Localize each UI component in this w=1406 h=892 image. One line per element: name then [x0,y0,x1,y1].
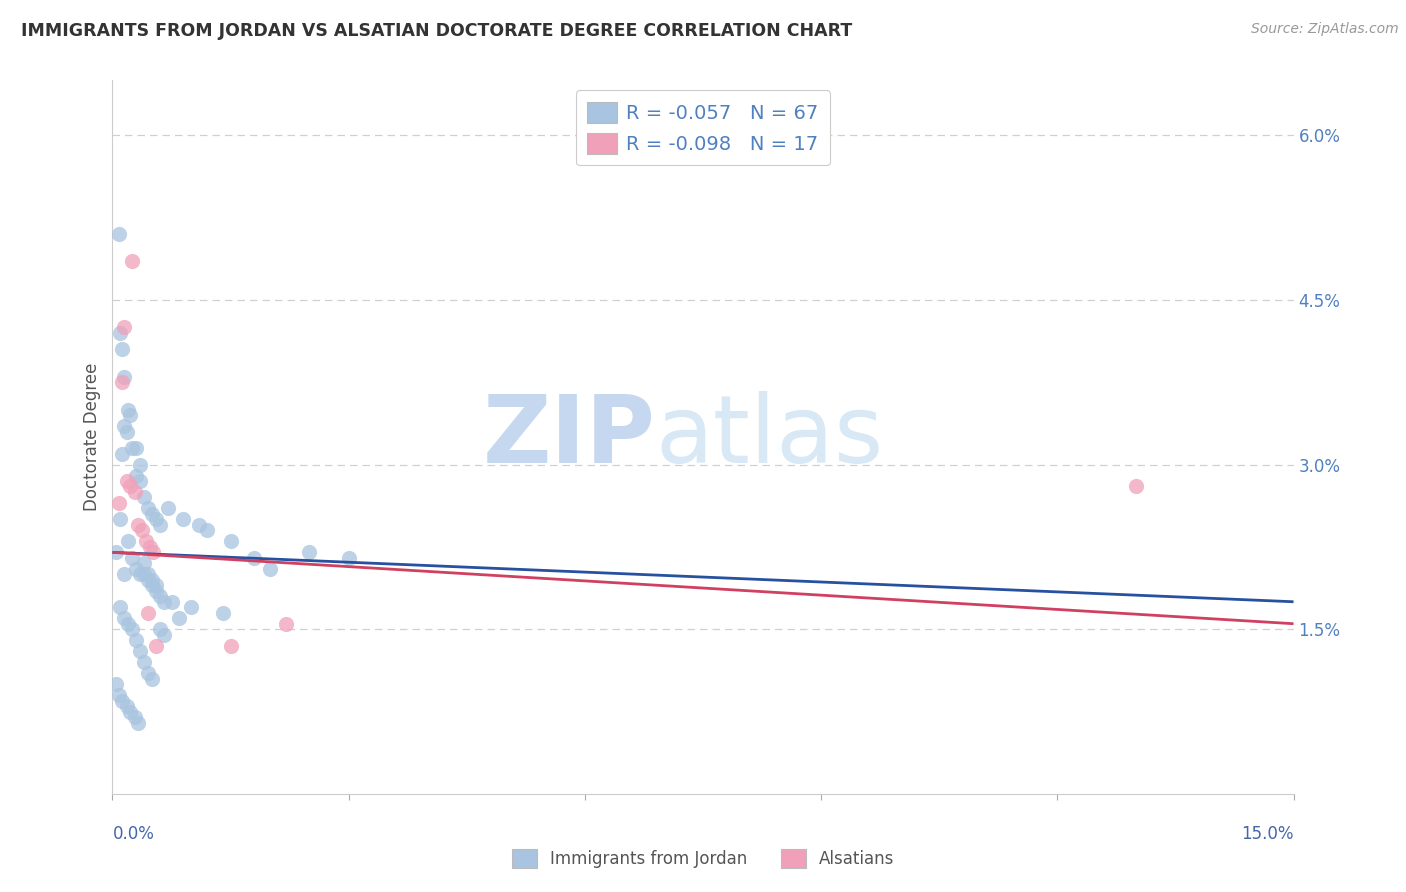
Point [160,595,183,609]
Point [169,611,191,625]
Text: atlas: atlas [655,391,884,483]
Point [136,573,159,587]
Point [149,517,172,532]
Point [136,501,159,516]
Point [156,501,179,516]
Point [125,633,148,648]
Point [145,512,167,526]
Point [110,600,132,615]
Point [118,408,141,422]
Point [132,557,155,571]
Point [136,567,159,582]
Point [219,534,242,549]
Point [121,622,143,636]
Point [259,562,281,576]
Point [112,320,135,334]
Point [110,326,132,340]
Point [110,512,132,526]
Point [243,550,266,565]
Point [152,595,174,609]
Legend: Immigrants from Jordan, Alsatians: Immigrants from Jordan, Alsatians [505,843,901,875]
Point [141,672,163,686]
Text: 0.0%: 0.0% [112,825,155,843]
Point [124,485,146,500]
Point [136,666,159,681]
Point [337,550,360,565]
Point [211,606,233,620]
Point [149,589,172,603]
Point [107,688,129,702]
Point [117,616,139,631]
Point [141,507,163,521]
Point [188,517,211,532]
Text: Source: ZipAtlas.com: Source: ZipAtlas.com [1251,22,1399,37]
Point [111,446,134,460]
Point [115,425,138,439]
Point [121,550,143,565]
Point [124,710,146,724]
Point [195,524,218,538]
Text: IMMIGRANTS FROM JORDAN VS ALSATIAN DOCTORATE DEGREE CORRELATION CHART: IMMIGRANTS FROM JORDAN VS ALSATIAN DOCTO… [21,22,852,40]
Point [129,644,152,658]
Point [145,583,167,598]
Text: ZIP: ZIP [482,391,655,483]
Point [111,343,134,357]
Point [145,639,167,653]
Point [115,699,138,714]
Point [115,474,138,488]
Point [129,567,152,582]
Y-axis label: Doctorate Degree: Doctorate Degree [83,363,101,511]
Point [274,616,297,631]
Point [121,441,143,455]
Point [132,655,155,669]
Point [112,369,135,384]
Point [107,496,129,510]
Point [111,693,134,707]
Point [125,468,148,483]
Point [125,441,148,455]
Point [142,545,165,559]
Point [107,227,129,241]
Point [111,375,134,389]
Point [219,639,242,653]
Point [136,606,159,620]
Point [118,705,141,719]
Point [117,534,139,549]
Point [127,715,149,730]
Point [1125,479,1147,493]
Point [132,491,155,505]
Point [117,402,139,417]
Legend: R = -0.057   N = 67, R = -0.098   N = 17: R = -0.057 N = 67, R = -0.098 N = 17 [576,90,830,165]
Point [127,517,149,532]
Text: 15.0%: 15.0% [1241,825,1294,843]
Point [141,573,163,587]
Point [125,562,148,576]
Point [149,622,172,636]
Point [139,540,162,554]
Point [121,254,143,268]
Point [145,578,167,592]
Point [129,474,152,488]
Point [180,600,202,615]
Point [141,578,163,592]
Point [131,524,153,538]
Point [135,534,157,549]
Point [105,677,128,691]
Point [105,545,128,559]
Point [129,458,152,472]
Point [298,545,321,559]
Point [152,628,174,642]
Point [112,567,135,582]
Point [112,419,135,434]
Point [118,479,141,493]
Point [112,611,135,625]
Point [132,567,155,582]
Point [172,512,194,526]
